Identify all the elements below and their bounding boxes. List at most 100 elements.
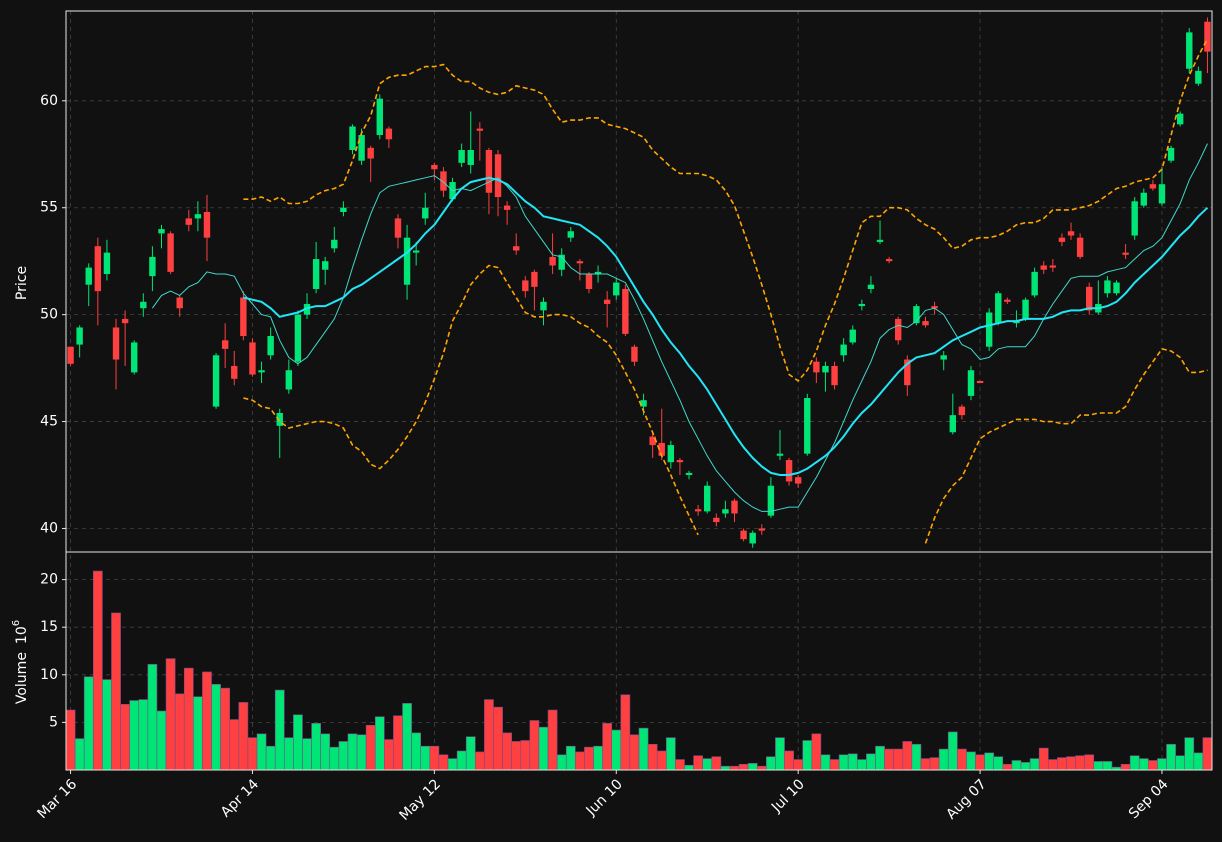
candle-body — [1004, 299, 1011, 302]
candle-body — [1158, 184, 1166, 204]
candle-body — [704, 485, 711, 512]
volume-bar — [120, 704, 130, 771]
y-tick-label: 20 — [40, 572, 58, 588]
candle-body — [567, 231, 574, 238]
volume-bar — [920, 758, 931, 771]
candle-body — [167, 233, 174, 272]
volume-bar — [1029, 758, 1040, 771]
candle-body — [776, 453, 784, 456]
volume-bar — [83, 676, 94, 771]
candle-body — [1113, 282, 1120, 294]
volume-bar — [220, 687, 231, 771]
candle-body — [440, 171, 447, 191]
candle-body — [112, 327, 120, 360]
candle-body — [576, 261, 584, 264]
volume-bar — [675, 759, 685, 771]
candle-body — [558, 254, 565, 270]
candle-body — [1067, 231, 1075, 236]
volume-bar — [411, 732, 422, 771]
volume-bar — [429, 745, 440, 771]
candle-body — [485, 149, 493, 193]
volume-bar — [756, 765, 767, 771]
candle-body — [176, 297, 183, 309]
volume-bar — [1102, 761, 1113, 771]
volume-bar — [456, 750, 467, 771]
volume-bar — [784, 750, 794, 771]
volume-bar — [1175, 755, 1186, 771]
volume-bar — [820, 754, 831, 771]
volume-bar — [611, 729, 622, 771]
candle-body — [895, 318, 902, 341]
candle-body — [940, 355, 947, 360]
candle-body — [1013, 321, 1020, 324]
candle-body — [831, 365, 838, 386]
volume-bar — [893, 748, 904, 771]
volume-bar — [866, 753, 876, 771]
volume-bar — [302, 738, 312, 771]
candle-body — [913, 306, 920, 324]
volume-bar — [647, 743, 658, 771]
volume-bar — [283, 737, 294, 771]
volume-bar — [1066, 756, 1076, 771]
volume-bar — [729, 765, 740, 771]
candle-body — [1167, 147, 1175, 161]
candle-body — [758, 528, 765, 531]
candle-body — [949, 415, 956, 433]
volume-bar — [702, 758, 713, 771]
candle-body — [958, 406, 966, 416]
volume-bar — [1020, 762, 1031, 771]
volume-bar — [966, 751, 976, 771]
candle-body — [231, 365, 238, 379]
volume-bar — [929, 757, 940, 771]
volume-bar — [993, 756, 1004, 771]
volume-bar — [556, 754, 567, 771]
candle-body — [503, 205, 511, 210]
volume-bar — [656, 750, 667, 771]
volume-bar — [1057, 757, 1067, 771]
volume-bar — [174, 693, 185, 771]
volume-bar — [183, 667, 194, 771]
candle-body — [858, 303, 866, 307]
y-tick-label: 60 — [40, 93, 58, 109]
volume-bar — [856, 759, 867, 771]
volume-bar — [747, 763, 758, 771]
candle-body — [513, 246, 520, 251]
volume-bar — [575, 751, 585, 771]
candle-body — [140, 301, 147, 309]
indicator-line — [243, 38, 1209, 382]
candle-body — [394, 218, 402, 238]
candle-body — [613, 282, 620, 296]
y-tick-label: 5 — [49, 714, 58, 730]
volume-bar — [1138, 758, 1149, 771]
candle-body — [349, 126, 356, 150]
candle-body — [467, 149, 474, 165]
volume-bar — [238, 702, 249, 771]
candle-body — [76, 327, 83, 345]
candle-body — [813, 361, 820, 373]
candle-body — [1040, 265, 1047, 270]
volume-bar — [938, 748, 949, 771]
volume-bar — [393, 715, 403, 771]
candle-body — [1204, 21, 1211, 52]
volume-multiplier-exponent: 6 — [11, 620, 22, 626]
volume-axis-label: Volume 106 — [11, 620, 30, 704]
y-tick-label: 15 — [40, 619, 58, 635]
volume-bar — [256, 733, 267, 771]
volume-bar — [947, 731, 958, 771]
candle-body — [876, 239, 884, 242]
candle-body — [422, 207, 429, 219]
volume-bar — [320, 733, 331, 771]
candle-body — [976, 380, 984, 384]
candle-body — [1104, 280, 1111, 294]
candle-body — [94, 246, 102, 292]
candle-body — [967, 370, 975, 396]
volume-bar — [347, 733, 358, 771]
candle-body — [922, 321, 929, 326]
volume-bar — [911, 743, 922, 771]
volume-bar — [766, 756, 776, 771]
candle-body — [867, 284, 875, 289]
volume-bar — [474, 751, 485, 771]
volume-bar — [338, 741, 349, 771]
candle-body — [794, 477, 802, 484]
candle-body — [740, 530, 747, 540]
